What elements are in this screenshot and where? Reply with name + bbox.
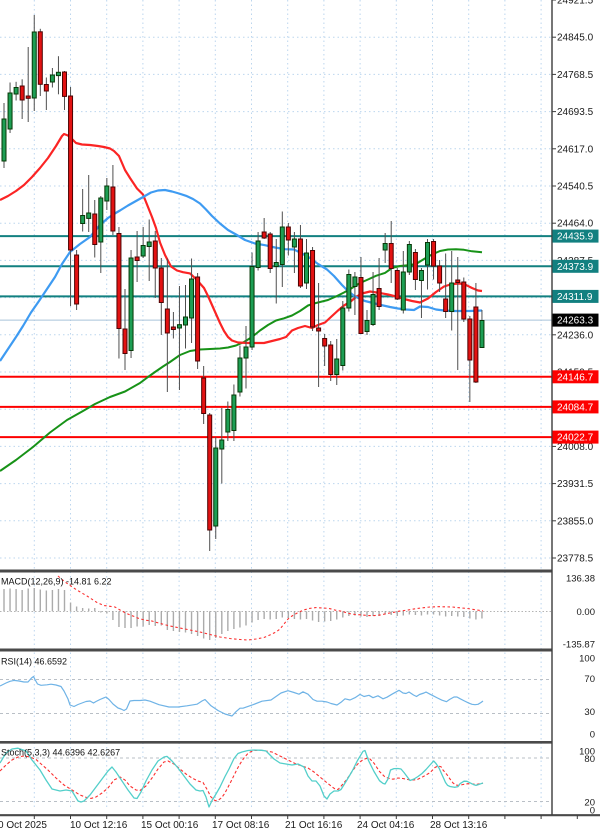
svg-text:100: 100 [579, 654, 595, 665]
svg-text:24693.5: 24693.5 [557, 107, 594, 118]
svg-text:24464.0: 24464.0 [557, 219, 594, 230]
svg-text:24263.3: 24263.3 [557, 316, 594, 327]
svg-text:21 Oct 16:16: 21 Oct 16:16 [285, 820, 343, 831]
svg-text:Stoch(5,3,3) 44.6396 42.6267: Stoch(5,3,3) 44.6396 42.6267 [1, 748, 120, 758]
svg-text:70: 70 [584, 674, 595, 685]
svg-text:24373.9: 24373.9 [557, 262, 594, 273]
svg-text:0 Oct 2025: 0 Oct 2025 [0, 820, 47, 831]
svg-text:MACD(12,26,9) -14.81 6.22: MACD(12,26,9) -14.81 6.22 [1, 577, 112, 587]
svg-text:136.38: 136.38 [566, 574, 595, 585]
svg-text:-135.87: -135.87 [563, 640, 595, 651]
svg-text:24008.0: 24008.0 [557, 442, 594, 453]
svg-text:24617.0: 24617.0 [557, 144, 594, 155]
svg-text:24845.0: 24845.0 [557, 33, 594, 44]
svg-text:15 Oct 00:16: 15 Oct 00:16 [141, 820, 199, 831]
svg-text:20: 20 [584, 798, 595, 809]
svg-text:100: 100 [579, 747, 595, 758]
svg-text:80: 80 [584, 754, 595, 765]
svg-text:23778.5: 23778.5 [557, 554, 594, 565]
svg-text:17 Oct 08:16: 17 Oct 08:16 [212, 820, 270, 831]
svg-text:30: 30 [584, 707, 595, 718]
svg-text:24146.7: 24146.7 [557, 372, 594, 383]
svg-text:0.00: 0.00 [577, 607, 596, 618]
svg-text:10 Oct 12:16: 10 Oct 12:16 [70, 820, 128, 831]
svg-text:24540.5: 24540.5 [557, 182, 594, 193]
svg-text:28 Oct 13:16: 28 Oct 13:16 [430, 820, 488, 831]
svg-text:24236.0: 24236.0 [557, 330, 594, 341]
svg-text:24768.5: 24768.5 [557, 70, 594, 81]
svg-text:0: 0 [590, 730, 595, 741]
svg-text:24 Oct 04:16: 24 Oct 04:16 [357, 820, 415, 831]
svg-text:24921.5: 24921.5 [557, 0, 594, 7]
svg-text:24311.9: 24311.9 [557, 292, 593, 303]
svg-text:0: 0 [590, 806, 595, 817]
svg-text:24435.9: 24435.9 [557, 232, 594, 243]
svg-text:24084.7: 24084.7 [557, 402, 594, 413]
svg-text:24022.7: 24022.7 [557, 433, 594, 444]
svg-text:23931.5: 23931.5 [557, 479, 594, 490]
svg-text:23855.0: 23855.0 [557, 516, 594, 527]
svg-text:RSI(14) 46.6592: RSI(14) 46.6592 [1, 657, 67, 667]
